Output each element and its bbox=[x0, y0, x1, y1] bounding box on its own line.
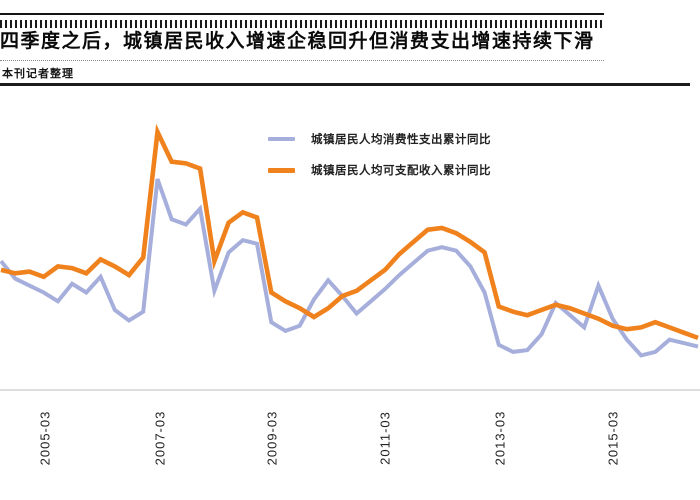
x-tick-2011-03: 2011-03 bbox=[377, 411, 393, 465]
consumption-line bbox=[0, 178, 699, 358]
legend-label-income: 城镇居民人均可支配收入累计同比 bbox=[311, 165, 491, 177]
income-line-swatch bbox=[268, 167, 295, 173]
x-tick-2013-03: 2013-03 bbox=[492, 410, 508, 466]
consumption-line-swatch bbox=[268, 137, 295, 141]
legend-item-consumption: 城镇居民人均消费性支出累计同比 bbox=[268, 131, 491, 147]
page-title: 四季度之后，城镇居民收入增速企稳回升但消费支出增速持续下滑 bbox=[0, 31, 595, 52]
source-note: 本刊记者整理 bbox=[2, 68, 74, 80]
header-bottom-rule bbox=[0, 83, 690, 86]
hatched-rule bbox=[0, 20, 604, 28]
x-tick-2009-03: 2009-03 bbox=[264, 410, 280, 466]
income-line bbox=[0, 123, 699, 341]
dotted-rule bbox=[0, 60, 604, 61]
legend-label-consumption: 城镇居民人均消费性支出累计同比 bbox=[311, 134, 491, 146]
x-tick-2007-03: 2007-03 bbox=[152, 410, 168, 466]
x-tick-2015-03: 2015-03 bbox=[605, 410, 621, 466]
x-tick-2005-03: 2005-03 bbox=[37, 410, 53, 466]
top-rule bbox=[0, 13, 604, 15]
legend-item-income: 城镇居民人均可支配收入累计同比 bbox=[268, 162, 491, 178]
